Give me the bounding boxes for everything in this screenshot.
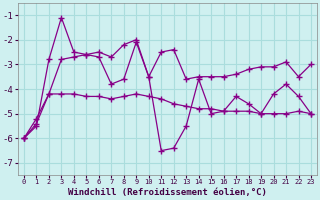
X-axis label: Windchill (Refroidissement éolien,°C): Windchill (Refroidissement éolien,°C) [68,188,267,197]
